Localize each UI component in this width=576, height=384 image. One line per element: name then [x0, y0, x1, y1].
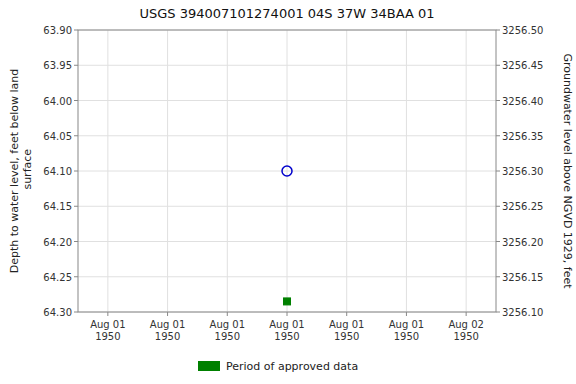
tick-label: 3256.20: [502, 237, 543, 248]
tick-label: 64.20: [43, 237, 72, 248]
text-line: 1950: [95, 331, 120, 342]
tick-label: Aug 011950: [389, 319, 424, 342]
tick-label: 63.90: [43, 25, 72, 36]
tick-label: Aug 011950: [329, 319, 364, 342]
tick: [466, 312, 467, 316]
tick-label: 64.05: [43, 131, 72, 142]
chart: 63.90 63.95 64.00 64.05 64.10 64.15 64.20 64.25…: [0, 0, 576, 384]
x-axis: Aug 011950Aug 011950Aug 011950Aug 011950…: [90, 312, 484, 342]
tick-label: 64.00: [43, 96, 72, 107]
tick-label: 3256.15: [502, 272, 543, 283]
tick-label: 3256.45: [502, 60, 543, 71]
tick: [74, 65, 78, 66]
tick-label: 3256.50: [502, 25, 543, 36]
text-line: Aug 01: [389, 319, 424, 330]
y2-axis-label: Groundwater level above NGVD 1929, feet: [561, 53, 574, 289]
legend: Period of approved data: [198, 360, 358, 373]
grid-line: [346, 30, 347, 312]
tick: [406, 312, 407, 316]
grid-line: [227, 30, 228, 312]
tick-label: 64.10: [43, 166, 72, 177]
tick-label: Aug 021950: [448, 319, 483, 342]
tick: [167, 312, 168, 316]
tick-label: 64.30: [43, 307, 72, 318]
text-line: Depth to water level, feet below land: [8, 69, 21, 274]
tick: [74, 30, 78, 31]
tick-label: 3256.25: [502, 201, 543, 212]
tick-label: Aug 011950: [269, 319, 304, 342]
tick-label: Aug 011950: [90, 319, 125, 342]
tick: [496, 65, 500, 66]
tick: [496, 206, 500, 207]
tick: [496, 241, 500, 242]
tick: [74, 206, 78, 207]
tick: [496, 135, 500, 136]
tick: [346, 312, 347, 316]
text-line: Aug 01: [329, 319, 364, 330]
point: [282, 166, 292, 176]
tick-label: Aug 011950: [150, 319, 185, 342]
title: USGS 394007101274001 04S 37W 34BAA 01: [139, 6, 434, 21]
tick-label: 3256.10: [502, 307, 543, 318]
tick: [74, 135, 78, 136]
legend-label: Period of approved data: [226, 360, 358, 373]
grid-line: [287, 30, 288, 312]
tick-label: Aug 011950: [210, 319, 245, 342]
text-line: 1950: [453, 331, 478, 342]
tick: [496, 312, 500, 313]
tick: [496, 100, 500, 101]
tick: [287, 312, 288, 316]
grid-line: [466, 30, 467, 312]
tick: [107, 312, 108, 316]
tick: [74, 241, 78, 242]
tick: [227, 312, 228, 316]
grid-line: [167, 30, 168, 312]
text-line: 1950: [394, 331, 419, 342]
marks: [282, 166, 292, 305]
text-line: 1950: [334, 331, 359, 342]
tick-label: 63.95: [43, 60, 72, 71]
text-line: 1950: [215, 331, 240, 342]
grid-line: [107, 30, 108, 312]
legend-swatch: [198, 361, 220, 371]
point: [284, 298, 291, 305]
tick: [74, 100, 78, 101]
text-line: Aug 01: [150, 319, 185, 330]
tick-label: 3256.40: [502, 96, 543, 107]
tick-label: 64.15: [43, 201, 72, 212]
text-line: Aug 01: [269, 319, 304, 330]
grid-line: [406, 30, 407, 312]
y-axis: 63.90 63.95 64.00 64.05 64.10 64.15 64.20 64.25…: [43, 25, 78, 318]
tick: [496, 276, 500, 277]
tick-label: 3256.30: [502, 166, 543, 177]
text-line: surface: [21, 149, 34, 193]
text-line: 1950: [274, 331, 299, 342]
text-line: Aug 01: [210, 319, 245, 330]
text-line: 1950: [155, 331, 180, 342]
tick: [74, 276, 78, 277]
plot-frame: [78, 30, 496, 312]
text-line: Aug 02: [448, 319, 483, 330]
tick: [496, 30, 500, 31]
tick-label: 3256.35: [502, 131, 543, 142]
tick: [496, 171, 500, 172]
tick: [74, 171, 78, 172]
tick: [74, 312, 78, 313]
y-axis-label: Depth to water level, feet below land su…: [8, 69, 34, 274]
text-line: Aug 01: [90, 319, 125, 330]
y2-axis: 3256.10 3256.15 3256.20 3256.25 3256.30 3256.…: [496, 25, 543, 318]
text-line: Groundwater level above NGVD 1929, feet: [561, 53, 574, 289]
grid: [78, 30, 496, 312]
tick-label: 64.25: [43, 272, 72, 283]
